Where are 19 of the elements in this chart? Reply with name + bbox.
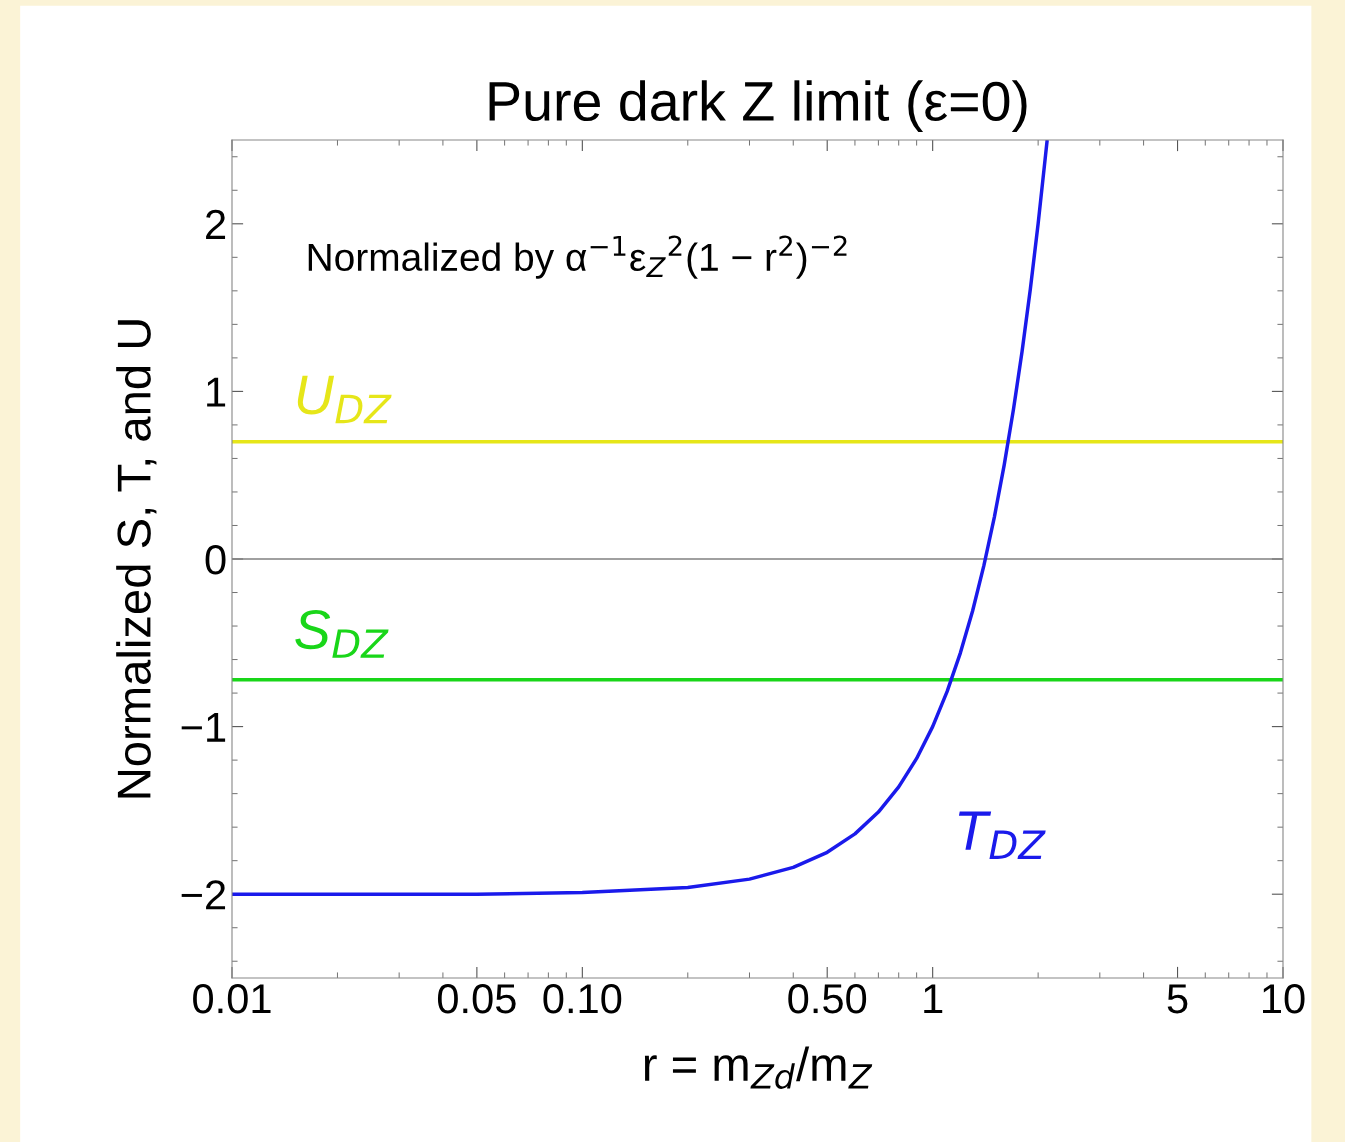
series-label: T$_{DZ}$ [958,811,1046,859]
x-tick-label: 0.05 [437,983,516,1014]
text: Normalized by α$^{−1}$ε$_{Z}$$^{2}$(1 − r$^{2}$)$^{−2}$ [308,235,847,279]
series-label: U$_{DZ}$ [297,375,392,424]
y-tick-label: 0 [205,545,226,575]
x-tick-label: 10 [1263,983,1305,1014]
x-tick-label: 0.50 [788,983,867,1014]
y-tick-label: 1 [207,377,226,407]
x-tick-label: 0.10 [543,983,622,1014]
y-tick-label: −1 [181,713,226,742]
x-tick-label: 0.01 [193,983,271,1014]
x-axis-title: r = m$_{Zd}$/m$_{Z}$ [644,1046,873,1089]
y-tick-label: 2 [206,209,226,239]
y-axis-title: Normalized S, T, and U [116,320,157,798]
chart-title: Pure dark Z limit (ε=0) [489,80,1027,133]
x-tick-label: 1 [924,984,943,1014]
y-tick-label: −2 [181,880,226,910]
x-tick-label: 5 [1167,984,1188,1014]
series-label: S$_{DZ}$ [295,609,389,658]
